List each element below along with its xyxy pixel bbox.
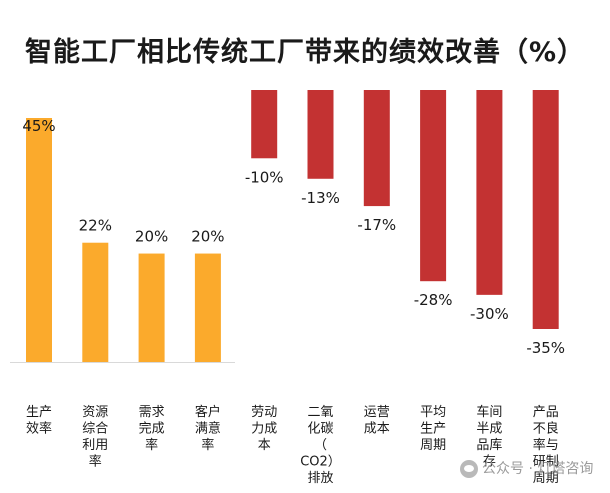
category-label-1-1: 综合 [82, 422, 108, 437]
bar-8 [476, 90, 503, 295]
bar-7 [420, 90, 447, 282]
watermark: 公众号 · 灯塔咨询 [460, 458, 593, 478]
bar-0 [26, 118, 52, 362]
category-label-3-2: 率 [201, 437, 214, 453]
category-label-1-0: 资源 [82, 405, 108, 420]
value-label-4: -10% [245, 168, 284, 186]
category-label-8-0: 车间 [476, 404, 502, 420]
category-label-6-0: 运营 [364, 405, 390, 420]
value-label-5: -13% [301, 189, 340, 207]
wechat-icon [460, 460, 478, 478]
bar-9 [532, 90, 559, 329]
value-label-3: 20% [191, 228, 224, 246]
category-label-5-1: 化碳 [307, 422, 333, 437]
chart-title: 智能工厂相比传统工厂带来的绩效改善（%） [24, 37, 586, 68]
category-label-2-1: 完成 [139, 422, 165, 437]
category-label-0-1: 效率 [26, 421, 52, 437]
value-label-6: -17% [357, 216, 396, 234]
bar-3 [194, 253, 221, 362]
bar-2 [138, 253, 165, 362]
category-label-7-2: 周期 [420, 438, 446, 453]
category-label-8-2: 品库 [476, 437, 502, 453]
category-label-9-3: 研制 [533, 455, 559, 470]
value-label-1: 22% [79, 217, 112, 235]
category-label-9-4: 周期 [533, 471, 559, 486]
bar-5 [307, 90, 334, 179]
category-label-8-1: 半成 [476, 422, 502, 437]
category-label-2-2: 率 [145, 437, 158, 453]
bar-6 [363, 90, 390, 207]
category-label-8-3: 存 [483, 455, 496, 470]
category-label-3-0: 客户 [195, 404, 221, 420]
category-label-2-0: 需求 [139, 405, 165, 420]
category-label-9-2: 率与 [533, 437, 559, 453]
category-label-4-1: 力成 [251, 422, 277, 437]
category-label-5-0: 二氧 [307, 405, 333, 420]
value-label-9: -35% [526, 339, 565, 357]
category-label-1-2: 利用 [82, 438, 108, 453]
category-label-5-4: 排放 [307, 471, 333, 486]
category-label-4-2: 本 [258, 438, 271, 453]
category-label-7-1: 生产 [420, 422, 446, 437]
watermark-text: 公众号 · 灯塔咨询 [482, 461, 594, 477]
category-label-5-2: （ [314, 438, 327, 453]
category-label-9-0: 产品 [533, 405, 559, 420]
value-label-2: 20% [135, 228, 168, 246]
category-label-5-3: CO2） [300, 455, 341, 470]
category-label-6-1: 成本 [364, 422, 390, 437]
category-label-7-0: 平均 [420, 405, 446, 420]
value-label-7: -28% [414, 291, 453, 309]
value-label-0: 45% [22, 117, 55, 135]
bar-1 [82, 242, 109, 362]
category-label-4-0: 劳动 [251, 404, 277, 420]
category-label-1-3: 率 [89, 454, 102, 470]
value-label-8: -30% [470, 305, 509, 323]
category-label-9-1: 不良 [533, 421, 559, 437]
category-label-3-1: 满意 [195, 421, 221, 437]
category-label-0-0: 生产 [26, 405, 52, 420]
bar-4 [251, 90, 278, 159]
